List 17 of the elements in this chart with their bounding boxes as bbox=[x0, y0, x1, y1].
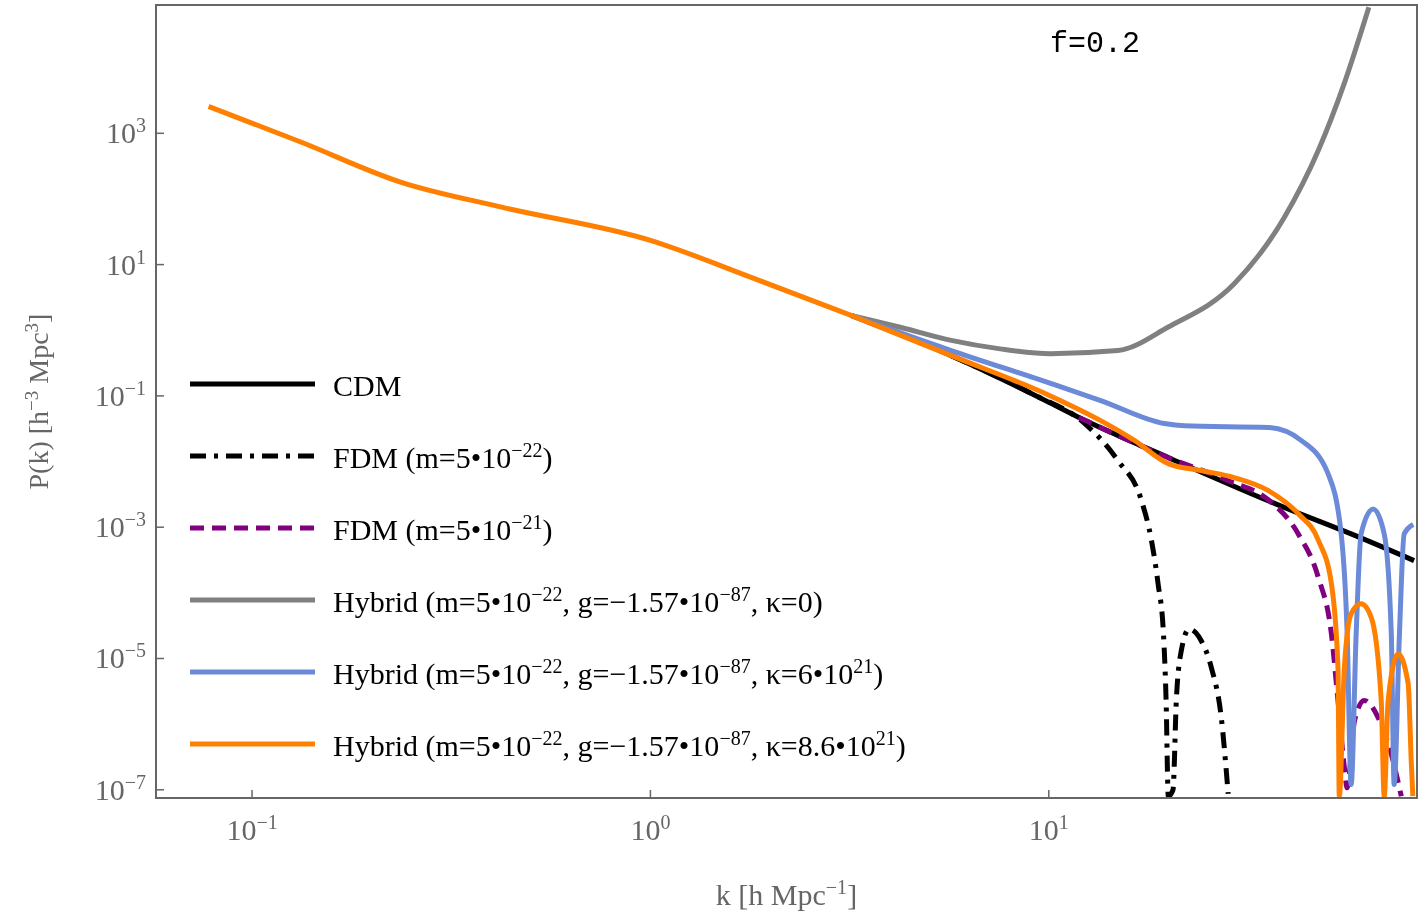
y-tick-label: 10$^{3}$ bbox=[106, 114, 146, 150]
x-tick-label: 10$^{−1}$ bbox=[226, 811, 278, 846]
legend-label: Hybrid (m=5•10$^{−22}$, g=−1.57•10$^{−87}$, κ=6•10$^{21}$) bbox=[333, 655, 884, 691]
legend-label: Hybrid (m=5•10$^{−22}$, g=−1.57•10$^{−87}$, κ=0) bbox=[333, 583, 823, 619]
y-tick-label: 10$^{−3}$ bbox=[94, 508, 146, 544]
y-tick-label: 10$^{1}$ bbox=[106, 245, 146, 281]
y-tick-label: 10$^{−1}$ bbox=[94, 376, 146, 412]
y-tick-label: 10$^{−7}$ bbox=[94, 770, 146, 806]
legend-label: FDM (m=5•10$^{−21}$) bbox=[333, 511, 553, 547]
x-axis-title: k [h Mpc$^{−1}$] bbox=[715, 876, 858, 911]
legend-label: CDM bbox=[333, 369, 402, 402]
legend-label: Hybrid (m=5•10$^{−22}$, g=−1.57•10$^{−87}$, κ=8.6•10$^{21}$) bbox=[333, 727, 906, 763]
x-tick-label: 10$^{0}$ bbox=[630, 811, 671, 846]
y-tick-label: 10$^{−5}$ bbox=[94, 639, 146, 675]
x-tick-label: 10$^{1}$ bbox=[1028, 811, 1069, 846]
legend-label: FDM (m=5•10$^{−22}$) bbox=[333, 439, 553, 475]
annotation: f=0.2 bbox=[1050, 27, 1141, 61]
